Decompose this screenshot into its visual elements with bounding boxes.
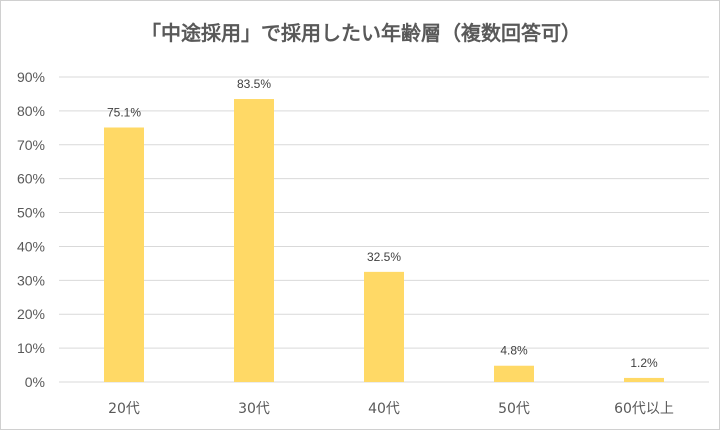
data-label: 1.2%: [630, 356, 658, 370]
bar: [364, 271, 404, 382]
y-tick-label: 10%: [17, 340, 45, 356]
bars: [104, 99, 664, 383]
x-tick-label: 30代: [238, 401, 270, 417]
data-label: 32.5%: [367, 250, 401, 264]
y-tick-label: 90%: [17, 69, 45, 85]
bar: [494, 365, 534, 382]
x-tick-label: 50代: [498, 401, 530, 417]
chart-title: 「中途採用」で採用したい年齢層（複数回答可）: [141, 21, 581, 45]
y-tick-label: 40%: [17, 238, 45, 254]
y-tick-label: 20%: [17, 306, 45, 322]
bar: [104, 127, 144, 382]
y-tick-label: 60%: [17, 171, 45, 187]
y-tick-label: 70%: [17, 137, 45, 153]
y-tick-label: 50%: [17, 205, 45, 221]
bar: [624, 377, 664, 382]
x-tick-label: 20代: [108, 401, 140, 417]
bar: [234, 99, 274, 383]
data-label: 4.8%: [500, 344, 528, 358]
y-tick-label: 0%: [25, 374, 45, 390]
x-tick-label: 40代: [368, 401, 400, 417]
data-label: 83.5%: [237, 77, 271, 91]
data-label: 75.1%: [107, 105, 141, 119]
y-tick-label: 30%: [17, 272, 45, 288]
y-tick-label: 80%: [17, 103, 45, 119]
data-labels: 75.1% 83.5% 32.5% 4.8% 1.2%: [107, 77, 658, 370]
x-tick-label: 60代以上: [614, 401, 674, 417]
x-axis-labels: 20代 30代 40代 50代 60代以上: [108, 401, 674, 417]
y-axis-ticks: 0% 10% 20% 30% 40% 50% 60% 70% 80% 90%: [17, 69, 45, 390]
